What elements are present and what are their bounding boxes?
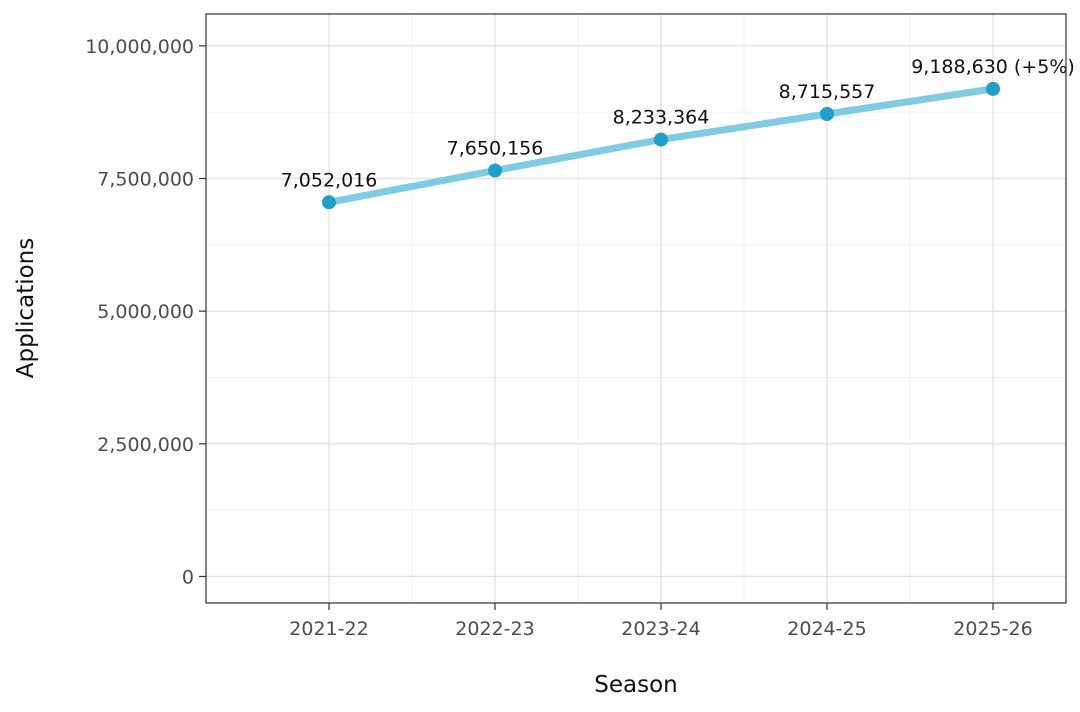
series-layer — [322, 81, 1000, 210]
data-label: 7,650,156 — [447, 138, 544, 160]
x-tick-label: 2023-24 — [621, 618, 700, 640]
data-point — [654, 132, 668, 147]
data-label: 9,188,630 (+5%) — [911, 56, 1075, 78]
y-axis-title: Applications — [13, 238, 39, 379]
y-tick-label: 7,500,000 — [97, 168, 194, 190]
data-label: 8,233,364 — [613, 107, 710, 129]
grid-layer — [206, 14, 1066, 603]
data-point — [986, 81, 1000, 96]
x-tick-label: 2024-25 — [787, 618, 866, 640]
data-label-layer: 7,052,016 7,650,156 8,233,364 8,715,557 9,18… — [281, 56, 1075, 191]
y-tick-label: 0 — [182, 566, 194, 588]
data-point — [322, 195, 336, 210]
x-tick-label: 2025-26 — [953, 618, 1032, 640]
plot-panel-border — [205, 13, 1067, 604]
x-tick-label: 2021-22 — [289, 618, 368, 640]
x-axis-title: Season — [594, 672, 677, 698]
data-label: 7,052,016 — [281, 169, 378, 191]
data-point — [820, 106, 834, 121]
data-point — [488, 163, 502, 178]
x-tick-label: 2022-23 — [455, 618, 534, 640]
y-tick-label: 5,000,000 — [97, 301, 194, 323]
y-tick-label: 10,000,000 — [85, 36, 194, 58]
x-axis-ticks: 2021-22 2022-23 2023-24 2024-25 2025-26 — [289, 603, 1033, 640]
y-axis-ticks: 0 2,500,000 5,000,000 7,500,000 10,000,000 — [85, 36, 206, 588]
data-label: 8,715,557 — [779, 81, 876, 103]
y-tick-label: 2,500,000 — [97, 434, 194, 456]
